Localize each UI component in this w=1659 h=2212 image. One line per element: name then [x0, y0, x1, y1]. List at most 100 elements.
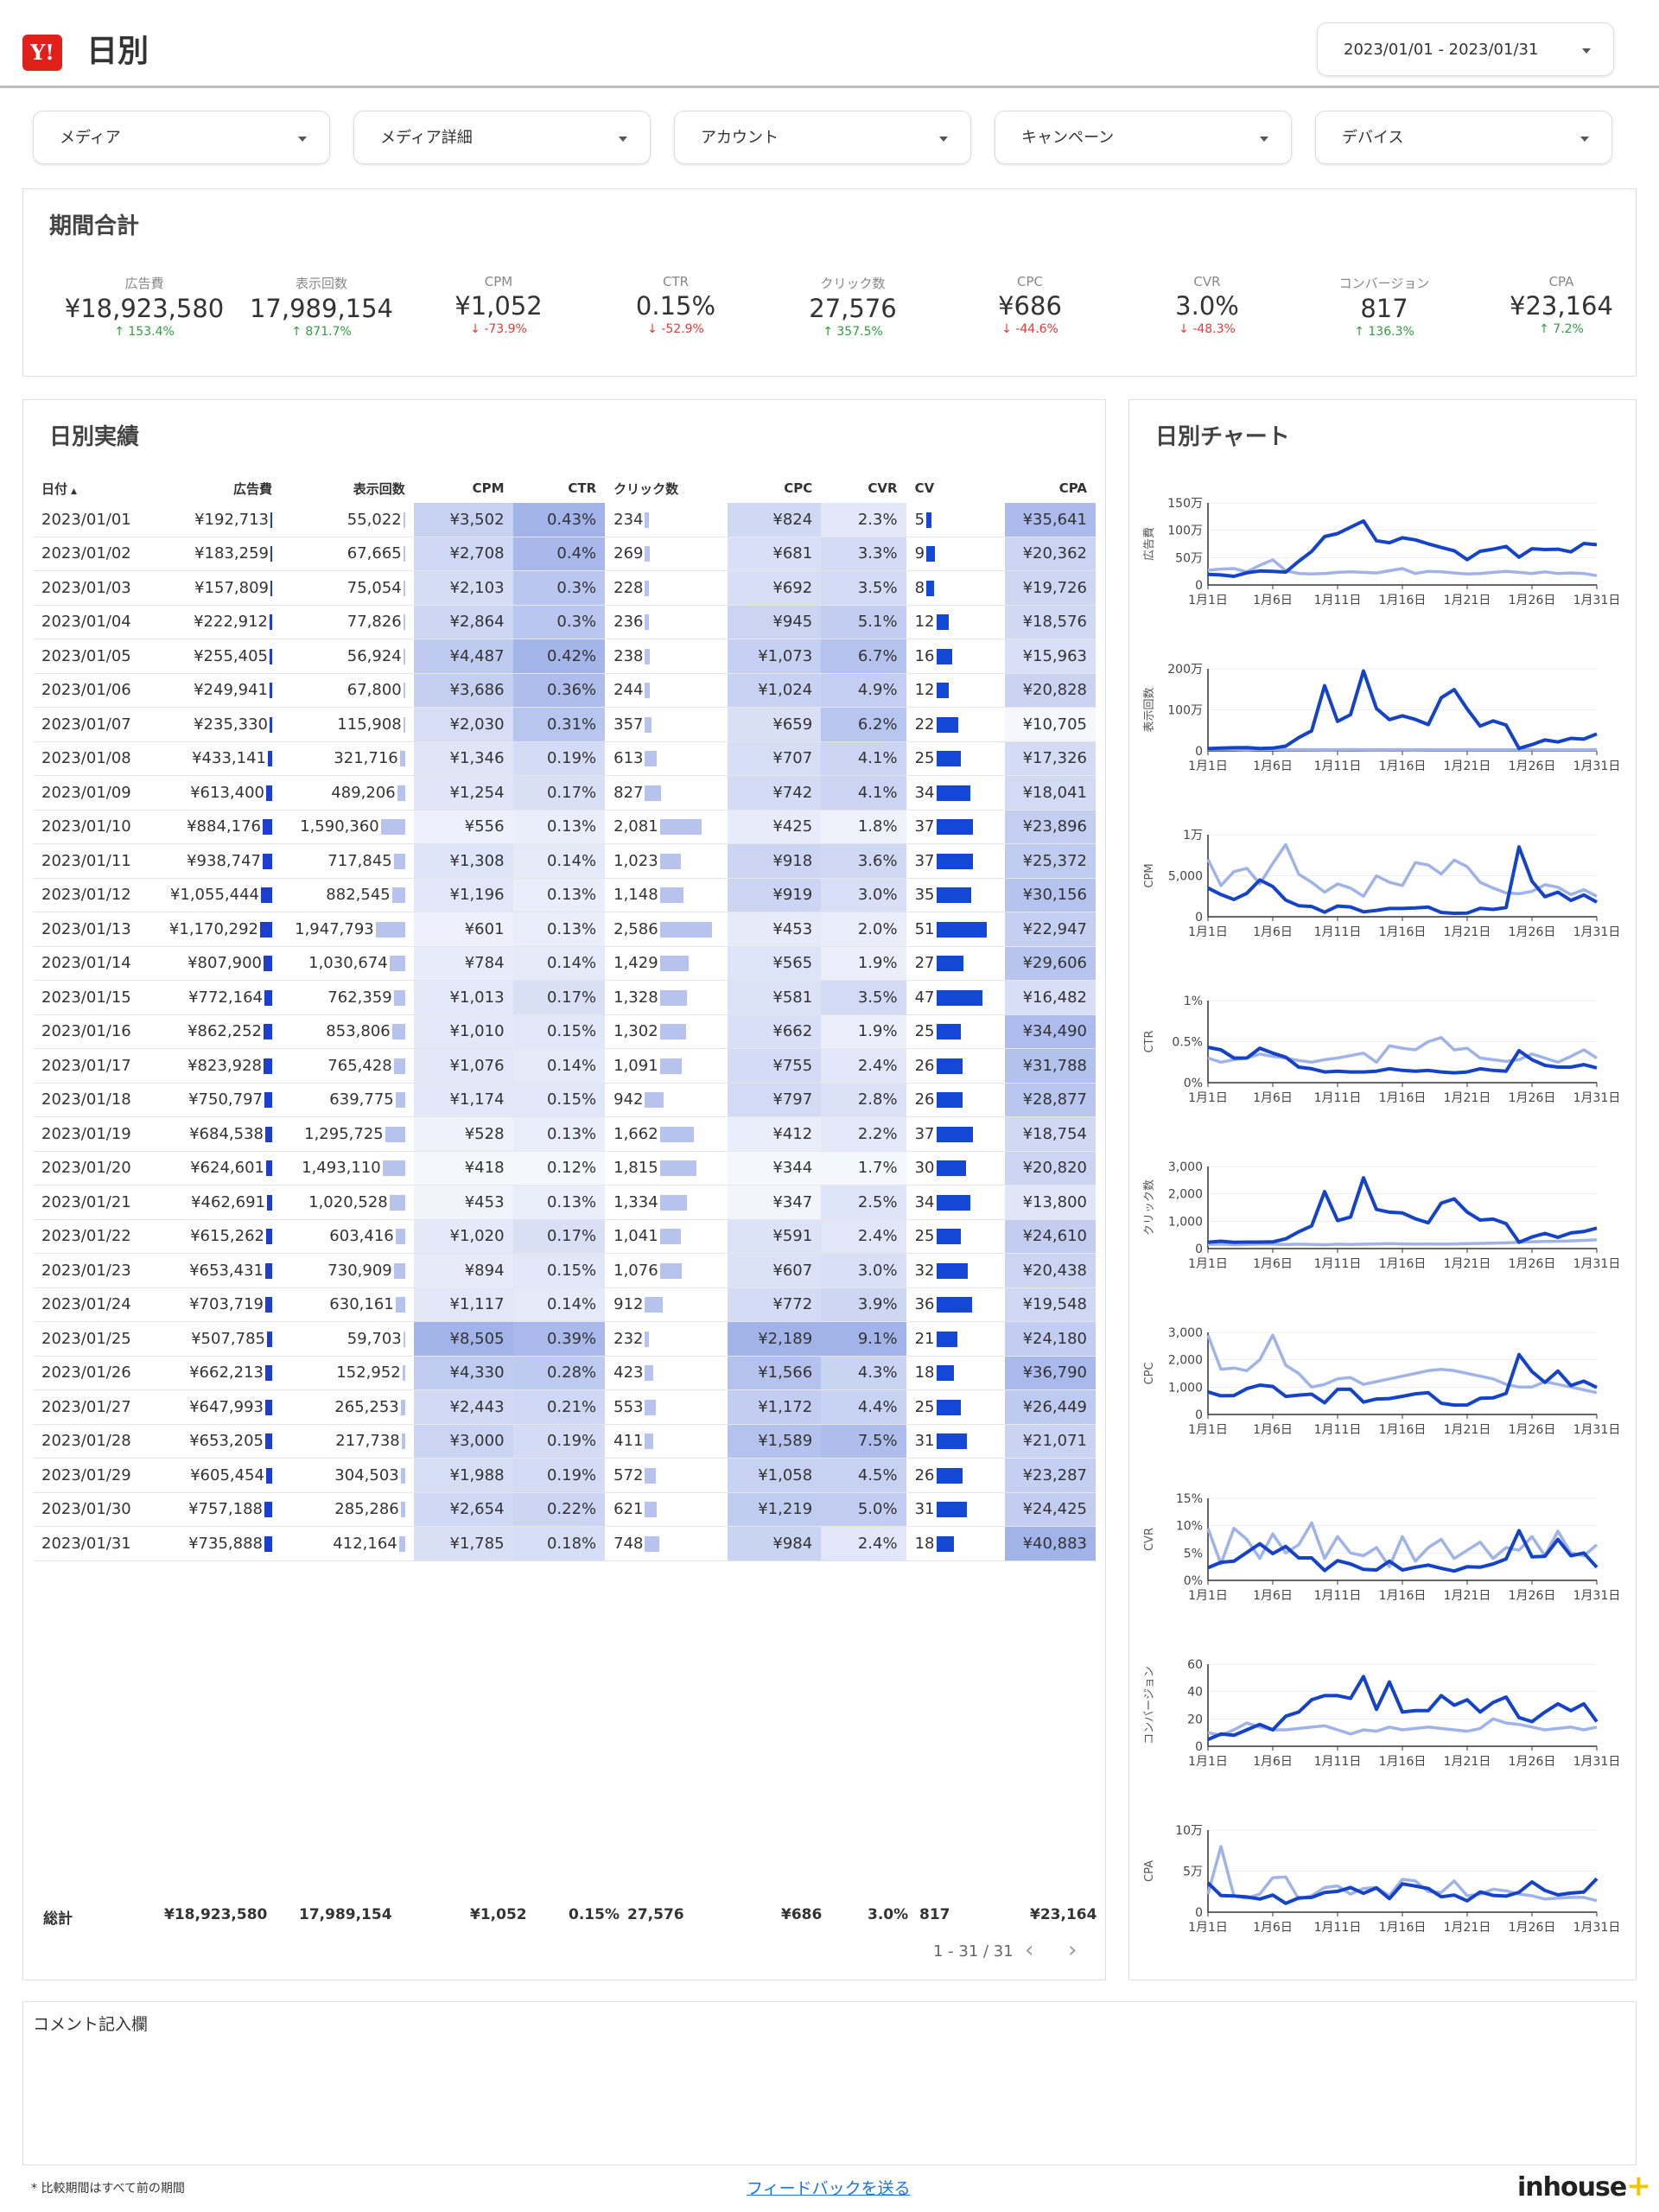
- table-row[interactable]: 2023/01/06 ¥249,941 67,800 ¥3,686 0.36% 244 ¥1…: [33, 673, 1096, 708]
- chevron-down-icon: [1580, 137, 1589, 142]
- table-row[interactable]: 2023/01/22 ¥615,262 603,416 ¥1,020 0.17% 1,04…: [33, 1219, 1096, 1254]
- column-header[interactable]: 表示回数: [281, 474, 414, 503]
- x-tick-label: 1月1日: [1188, 925, 1228, 939]
- cell-value: 25: [914, 1022, 935, 1041]
- column-header[interactable]: CTR: [513, 474, 606, 503]
- table-row[interactable]: 2023/01/18 ¥750,797 639,775 ¥1,174 0.15% 942 ¥…: [33, 1083, 1096, 1117]
- table-row[interactable]: 2023/01/14 ¥807,900 1,030,674 ¥784 0.14% 1,42…: [33, 946, 1096, 981]
- summary-panel: 期間合計 広告費 ¥18,923,580 ↑ 153.4% 表示回数 17,989,15…: [22, 188, 1637, 377]
- cell-value: ¥615,262: [190, 1227, 264, 1246]
- table-cell: ¥1,073: [727, 639, 822, 674]
- table-row[interactable]: 2023/01/07 ¥235,330 115,908 ¥2,030 0.31% 357 ¥…: [33, 707, 1096, 742]
- inline-data-bar: [389, 1194, 405, 1211]
- cell-value: ¥183,259: [194, 544, 269, 563]
- table-row[interactable]: 2023/01/12 ¥1,055,444 882,545 ¥1,196 0.13% 1,…: [33, 878, 1096, 912]
- table-row[interactable]: 2023/01/16 ¥862,252 853,806 ¥1,010 0.15% 1,30…: [33, 1014, 1096, 1049]
- column-header[interactable]: 広告費: [155, 474, 281, 503]
- filter-dropdown[interactable]: メディア詳細: [353, 111, 651, 164]
- inline-data-bar: [400, 1399, 405, 1415]
- filter-dropdown[interactable]: アカウント: [674, 111, 971, 164]
- feedback-link[interactable]: フィードバックを送る: [747, 2179, 911, 2198]
- cell-value: 34: [914, 783, 935, 802]
- current-period-line: [1207, 1046, 1598, 1075]
- table-cell: ¥1,024: [727, 673, 822, 708]
- cell-value: ¥556: [464, 817, 505, 836]
- table-row[interactable]: 2023/01/13 ¥1,170,292 1,947,793 ¥601 0.13% 2,…: [33, 912, 1096, 947]
- table-cell: ¥605,454: [155, 1458, 281, 1493]
- filter-dropdown[interactable]: メディア: [33, 111, 330, 164]
- filter-dropdown[interactable]: キャンペーン: [995, 111, 1292, 164]
- table-cell: ¥894: [413, 1253, 513, 1288]
- cell-value: ¥919: [772, 886, 813, 905]
- table-row[interactable]: 2023/01/21 ¥462,691 1,020,528 ¥453 0.13% 1,33…: [33, 1185, 1096, 1220]
- x-tick-label: 1月31日: [1573, 925, 1621, 939]
- table-row[interactable]: 2023/01/11 ¥938,747 717,845 ¥1,308 0.14% 1,02…: [33, 843, 1096, 879]
- column-header[interactable]: CV: [906, 474, 1006, 503]
- table-row[interactable]: 2023/01/04 ¥222,912 77,826 ¥2,864 0.3% 236 ¥94…: [33, 605, 1096, 639]
- table-row[interactable]: 2023/01/08 ¥433,141 321,716 ¥1,346 0.19% 613 ¥…: [33, 741, 1096, 776]
- column-header[interactable]: CPA: [1005, 474, 1096, 503]
- cell-value: 2023/01/26: [41, 1363, 131, 1382]
- date-range-picker[interactable]: 2023/01/01 - 2023/01/31: [1317, 22, 1614, 76]
- table-row[interactable]: 2023/01/27 ¥647,993 265,253 ¥2,443 0.21% 553 ¥…: [33, 1389, 1096, 1425]
- inline-data-bar: [936, 989, 982, 1006]
- table-cell: ¥1,174: [413, 1083, 513, 1117]
- table-row[interactable]: 2023/01/30 ¥757,188 285,286 ¥2,654 0.22% 621 ¥…: [33, 1492, 1096, 1527]
- table-row[interactable]: 2023/01/05 ¥255,405 56,924 ¥4,487 0.42% 238 ¥1…: [33, 639, 1096, 674]
- table-row[interactable]: 2023/01/03 ¥157,809 75,054 ¥2,103 0.3% 228 ¥69…: [33, 570, 1096, 606]
- table-row[interactable]: 2023/01/19 ¥684,538 1,295,725 ¥528 0.13% 1,66…: [33, 1116, 1096, 1152]
- table-cell: 3.9%: [821, 1287, 906, 1322]
- y-tick-label: 0: [1195, 1740, 1203, 1754]
- prev-page-button[interactable]: ‹: [1025, 1937, 1034, 1963]
- table-row[interactable]: 2023/01/26 ¥662,213 152,952 ¥4,330 0.28% 423 ¥…: [33, 1356, 1096, 1390]
- cell-value: ¥453: [464, 1192, 505, 1211]
- inline-data-bar: [375, 921, 405, 938]
- cell-value: 2023/01/02: [41, 544, 131, 563]
- column-header[interactable]: 日付 ▲: [33, 474, 155, 503]
- table-row[interactable]: 2023/01/24 ¥703,719 630,161 ¥1,117 0.14% 912 ¥…: [33, 1287, 1096, 1322]
- column-header[interactable]: CPM: [414, 474, 513, 503]
- cell-value: ¥1,566: [758, 1363, 813, 1382]
- table-row[interactable]: 2023/01/15 ¥772,164 762,359 ¥1,013 0.17% 1,32…: [33, 980, 1096, 1015]
- cell-value: ¥255,405: [194, 646, 268, 665]
- inline-data-bar: [645, 1297, 664, 1313]
- column-header[interactable]: クリック数: [605, 474, 727, 503]
- table-cell: ¥24,425: [1005, 1492, 1096, 1527]
- cell-value: ¥742: [772, 783, 813, 802]
- column-header[interactable]: CVR: [821, 474, 906, 503]
- table-row[interactable]: 2023/01/17 ¥823,928 765,428 ¥1,076 0.14% 1,09…: [33, 1048, 1096, 1084]
- cell-value: ¥1,010: [449, 1022, 505, 1041]
- table-row[interactable]: 2023/01/09 ¥613,400 489,206 ¥1,254 0.17% 827 ¥…: [33, 775, 1096, 810]
- table-row[interactable]: 2023/01/02 ¥183,259 67,665 ¥2,708 0.4% 269 ¥68…: [33, 537, 1096, 571]
- kpi-card: コンバージョン 817 ↑ 136.3%: [1298, 274, 1471, 339]
- table-row[interactable]: 2023/01/01 ¥192,713 55,022 ¥3,502 0.43% 234 ¥8…: [33, 503, 1096, 537]
- cell-value: ¥29,606: [1022, 954, 1087, 973]
- table-cell: ¥884,176: [155, 810, 281, 844]
- table-cell: 4.1%: [821, 741, 906, 776]
- inline-data-bar: [385, 1126, 405, 1142]
- y-tick-label: 5%: [1184, 1547, 1203, 1560]
- y-tick-label: 0: [1195, 1408, 1203, 1422]
- table-row[interactable]: 2023/01/20 ¥624,601 1,493,110 ¥418 0.12% 1,81…: [33, 1151, 1096, 1185]
- cell-value: 0.14%: [546, 1295, 597, 1314]
- table-cell: ¥23,896: [1005, 810, 1096, 844]
- next-page-button[interactable]: ›: [1068, 1937, 1077, 1963]
- table-row[interactable]: 2023/01/10 ¥884,176 1,590,360 ¥556 0.13% 2,08…: [33, 810, 1096, 844]
- filter-dropdown[interactable]: デバイス: [1315, 111, 1612, 164]
- kpi-change: ↑ 153.4%: [58, 325, 231, 339]
- table-row[interactable]: 2023/01/28 ¥653,205 217,738 ¥3,000 0.19% 411 ¥…: [33, 1424, 1096, 1459]
- table-cell: ¥703,719: [155, 1287, 281, 1322]
- table-row[interactable]: 2023/01/25 ¥507,785 59,703 ¥8,505 0.39% 232 ¥2…: [33, 1321, 1096, 1357]
- kpi-value: ¥23,164: [1510, 291, 1613, 321]
- comment-panel[interactable]: [22, 2001, 1637, 2165]
- cell-value: 2,081: [613, 817, 658, 836]
- brand-plus-icon: +: [1626, 2169, 1650, 2203]
- table-row[interactable]: 2023/01/31 ¥735,888 412,164 ¥1,785 0.18% 748 ¥…: [33, 1526, 1096, 1561]
- table-cell: ¥222,912: [155, 605, 281, 639]
- table-cell: ¥659: [727, 707, 822, 742]
- column-header[interactable]: CPC: [728, 474, 822, 503]
- table-cell: 1.8%: [821, 810, 906, 844]
- table-row[interactable]: 2023/01/23 ¥653,431 730,909 ¥894 0.15% 1,076 ¥…: [33, 1253, 1096, 1288]
- table-row[interactable]: 2023/01/29 ¥605,454 304,503 ¥1,988 0.19% 572 ¥…: [33, 1458, 1096, 1493]
- table-cell: 1.7%: [821, 1151, 906, 1185]
